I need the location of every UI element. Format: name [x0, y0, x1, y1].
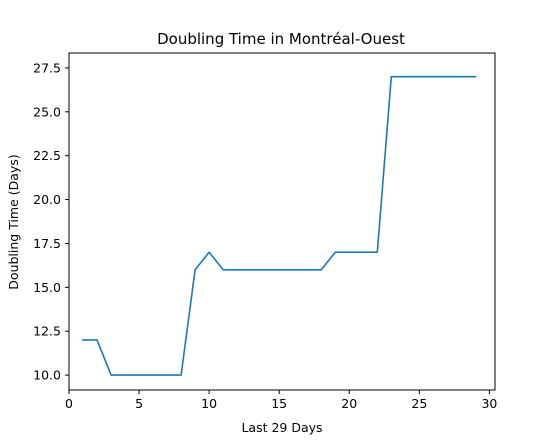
- x-tick-label: 0: [65, 396, 73, 411]
- y-tick-label: 12.5: [33, 324, 61, 339]
- series-layer: [82, 75, 477, 376]
- x-tick-label: 10: [201, 396, 217, 411]
- x-tick-label: 20: [341, 396, 357, 411]
- x-axis-label: Last 29 Days: [241, 420, 322, 435]
- x-tick-label: 15: [271, 396, 287, 411]
- axes-layer: 0 5 10 15 20 25 30 10.0 12.5 15.0 17.5 20.0 22.5 25.0…: [33, 60, 497, 411]
- y-tick-label: 20.0: [33, 192, 61, 207]
- x-tick-label: 5: [135, 396, 143, 411]
- y-tick-label: 10.0: [33, 368, 61, 383]
- y-tick-label: 27.5: [33, 60, 61, 75]
- chart-title: Doubling Time in Montréal-Ouest: [157, 30, 405, 48]
- x-tick-label: 30: [481, 396, 497, 411]
- series-line: [82, 75, 477, 376]
- y-axis-label: Doubling Time (Days): [6, 154, 21, 289]
- y-tick-label: 17.5: [33, 236, 61, 251]
- plot-frame: [68, 52, 496, 391]
- y-tick-label: 22.5: [33, 148, 61, 163]
- x-tick-label: 25: [411, 396, 427, 411]
- y-tick-label: 25.0: [33, 104, 61, 119]
- y-tick-label: 15.0: [33, 280, 61, 295]
